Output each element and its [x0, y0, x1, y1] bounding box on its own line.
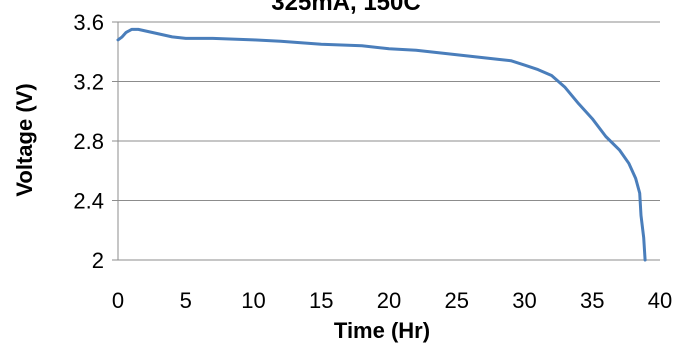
- y-axis-title: Voltage (V): [12, 83, 37, 196]
- x-tick-label: 5: [180, 288, 192, 313]
- series-line-0: [116, 27, 647, 262]
- series-layer: [116, 27, 647, 262]
- x-tick-label: 40: [648, 288, 672, 313]
- x-tick-label: 35: [580, 288, 604, 313]
- y-tick-label: 2.4: [73, 189, 104, 214]
- x-axis-title: Time (Hr): [334, 318, 430, 343]
- x-tick-label: 20: [377, 288, 401, 313]
- x-tick-label: 15: [309, 288, 333, 313]
- x-tick-label: 10: [241, 288, 265, 313]
- x-tick-label: 0: [112, 288, 124, 313]
- x-tick-label: 30: [512, 288, 536, 313]
- axes: [112, 21, 660, 261]
- gridlines: [118, 21, 660, 201]
- y-tick-label: 2.8: [73, 129, 104, 154]
- y-tick-label: 3.2: [73, 70, 104, 95]
- y-tick-label: 2: [92, 248, 104, 273]
- x-tick-label: 25: [445, 288, 469, 313]
- y-tick-label: 3.6: [73, 10, 104, 35]
- tick-labels: 2 2.4 2.8 3.2 3.6 0 5 10 15 20 25 30 35 40: [73, 10, 672, 313]
- chart-title: 325mA, 150C: [271, 0, 420, 16]
